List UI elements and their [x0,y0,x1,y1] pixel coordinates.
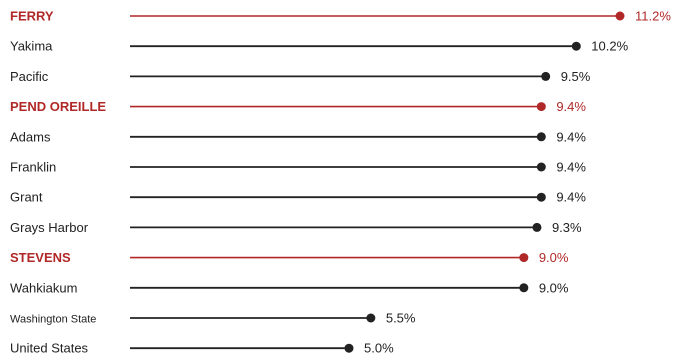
chart-row: Pacific 9.5% [10,69,591,84]
value-label: 9.5% [561,69,591,84]
value-label: 10.2% [591,39,628,54]
value-label: 9.3% [552,220,582,235]
value-dot [536,102,546,112]
value-dot [536,162,546,172]
chart-row: United States 5.0% [10,341,394,356]
chart-row: Adams 9.4% [10,129,586,144]
chart-row: Grays Harbor 9.3% [10,220,582,235]
chart-row: STEVENS 9.0% [10,250,569,265]
value-dot [532,222,542,232]
category-label: Pacific [10,69,49,84]
value-dot [536,192,546,202]
chart-row: Franklin 9.4% [10,160,586,175]
value-dot [536,132,546,142]
chart-row: Grant 9.4% [10,190,586,205]
value-dot [366,313,376,323]
value-label: 9.4% [556,99,586,114]
value-label: 5.0% [364,341,394,356]
chart-row: FERRY 11.2% [10,9,671,24]
category-label: Adams [10,129,51,144]
chart-row: PEND OREILLE 9.4% [10,99,586,114]
category-label: Washington State [10,314,96,326]
value-dot [519,253,529,263]
value-label: 9.4% [556,190,586,205]
value-label: 5.5% [386,311,416,326]
category-label: Grant [10,190,43,205]
category-label: Grays Harbor [10,220,89,235]
category-label: Franklin [10,160,56,175]
value-label: 11.2% [635,9,671,24]
value-dot [519,283,529,293]
value-label: 9.0% [539,280,569,295]
chart-row: Yakima 10.2% [10,39,629,54]
category-label: STEVENS [10,250,71,265]
category-label: Wahkiakum [10,280,77,295]
category-label: Yakima [10,39,53,54]
value-label: 9.0% [539,250,569,265]
category-label: FERRY [10,9,54,24]
value-label: 9.4% [556,129,586,144]
chart-row: Wahkiakum 9.0% [10,280,569,295]
chart-row: Washington State 5.5% [10,311,416,326]
value-dot [615,11,625,21]
category-label: PEND OREILLE [10,99,106,114]
value-dot [541,71,551,81]
value-label: 9.4% [556,160,586,175]
category-label: United States [10,341,89,356]
value-dot [344,343,354,353]
value-dot [571,41,581,51]
